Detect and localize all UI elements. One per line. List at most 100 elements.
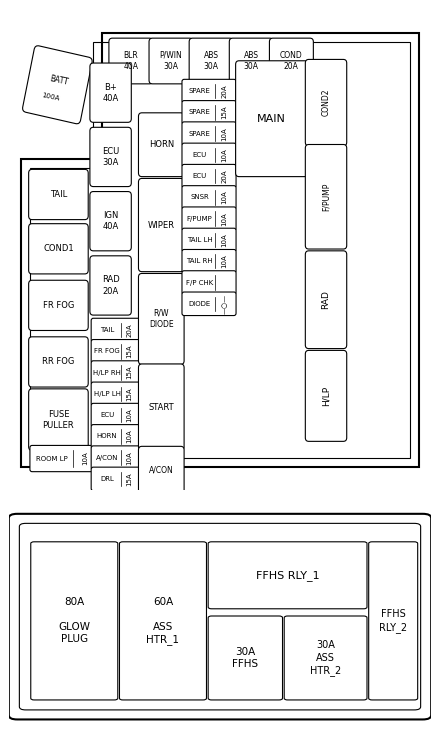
Text: R/W
DIODE: R/W DIODE [149, 309, 174, 329]
FancyBboxPatch shape [305, 251, 347, 349]
FancyBboxPatch shape [91, 425, 140, 448]
Text: COND1: COND1 [43, 244, 74, 254]
Text: 15A: 15A [127, 344, 132, 358]
FancyBboxPatch shape [182, 186, 236, 209]
FancyBboxPatch shape [305, 350, 347, 442]
FancyBboxPatch shape [91, 339, 140, 363]
Text: 15A: 15A [221, 105, 227, 119]
Text: 10A: 10A [221, 126, 227, 140]
FancyBboxPatch shape [305, 145, 347, 249]
Text: 10A: 10A [82, 452, 88, 466]
Text: ECU: ECU [192, 152, 207, 158]
FancyBboxPatch shape [182, 101, 236, 124]
Text: BATT: BATT [48, 74, 69, 86]
FancyBboxPatch shape [139, 178, 184, 272]
FancyBboxPatch shape [29, 280, 88, 330]
FancyBboxPatch shape [91, 467, 140, 491]
Text: SPARE: SPARE [189, 131, 210, 137]
Text: 15A: 15A [127, 387, 132, 401]
FancyBboxPatch shape [90, 63, 131, 122]
FancyBboxPatch shape [189, 38, 233, 84]
Text: B+
40A: B+ 40A [103, 83, 119, 103]
FancyBboxPatch shape [149, 38, 193, 84]
Text: 10A: 10A [127, 451, 132, 464]
FancyBboxPatch shape [120, 542, 206, 700]
Text: 20A: 20A [221, 170, 227, 183]
FancyBboxPatch shape [22, 46, 92, 124]
Text: H/LP RH: H/LP RH [93, 370, 121, 376]
Text: HORN: HORN [97, 433, 117, 439]
Text: RR FOG: RR FOG [42, 357, 75, 366]
Text: BLR
40A: BLR 40A [123, 51, 138, 71]
Text: SPARE: SPARE [189, 88, 210, 94]
Text: H/LP: H/LP [322, 386, 330, 406]
Text: 30A
FFHS: 30A FFHS [232, 647, 258, 669]
Text: WIPER: WIPER [148, 221, 175, 230]
FancyBboxPatch shape [139, 273, 184, 365]
FancyBboxPatch shape [182, 164, 236, 188]
Text: 10A: 10A [127, 408, 132, 422]
Text: DRL: DRL [100, 476, 114, 482]
FancyBboxPatch shape [90, 192, 131, 251]
Text: 10A: 10A [221, 148, 227, 162]
FancyBboxPatch shape [182, 228, 236, 251]
Text: 30A
ASS
HTR_2: 30A ASS HTR_2 [310, 640, 341, 676]
FancyBboxPatch shape [29, 389, 88, 450]
FancyBboxPatch shape [182, 80, 236, 103]
FancyBboxPatch shape [208, 542, 367, 609]
Text: 60A

ASS
HTR_1: 60A ASS HTR_1 [147, 596, 180, 645]
Text: ECU: ECU [192, 173, 207, 179]
FancyBboxPatch shape [229, 38, 273, 84]
Text: A/CON: A/CON [96, 455, 118, 461]
FancyBboxPatch shape [269, 38, 313, 84]
Text: 15A: 15A [127, 366, 132, 379]
FancyBboxPatch shape [139, 113, 184, 177]
FancyBboxPatch shape [29, 224, 88, 274]
Text: RAD: RAD [322, 290, 330, 309]
Text: IGN
40A: IGN 40A [103, 211, 119, 231]
Text: MAIN: MAIN [257, 114, 286, 124]
Text: 10A: 10A [221, 191, 227, 205]
Text: SPARE: SPARE [189, 110, 210, 115]
Text: F/PUMP: F/PUMP [322, 183, 330, 211]
Text: COND2: COND2 [322, 89, 330, 116]
Text: COND
20A: COND 20A [280, 51, 303, 71]
FancyBboxPatch shape [31, 542, 118, 700]
FancyBboxPatch shape [109, 38, 153, 84]
Text: FUSE
PULLER: FUSE PULLER [43, 409, 74, 430]
Text: 80A

GLOW
PLUG: 80A GLOW PLUG [58, 597, 90, 645]
Text: 100A: 100A [41, 93, 61, 102]
Text: RAD
20A: RAD 20A [102, 276, 120, 295]
FancyBboxPatch shape [91, 404, 140, 427]
Text: ABS
30A: ABS 30A [204, 51, 219, 71]
Text: H/LP LH: H/LP LH [94, 391, 121, 397]
FancyBboxPatch shape [139, 447, 184, 493]
FancyBboxPatch shape [182, 143, 236, 167]
FancyBboxPatch shape [90, 256, 131, 315]
Text: 20A: 20A [127, 323, 132, 337]
Text: START: START [148, 403, 174, 412]
FancyBboxPatch shape [369, 542, 418, 700]
FancyBboxPatch shape [208, 616, 282, 700]
FancyBboxPatch shape [91, 382, 140, 406]
Text: DIODE: DIODE [188, 300, 211, 307]
Text: F/P CHK: F/P CHK [186, 279, 213, 286]
Text: 20A: 20A [221, 84, 227, 98]
FancyBboxPatch shape [30, 445, 99, 471]
Text: FR FOG: FR FOG [94, 348, 120, 355]
Text: A/CON: A/CON [149, 466, 174, 474]
Text: TAIL: TAIL [50, 190, 67, 199]
Text: TAIL: TAIL [100, 327, 114, 333]
Text: F/PUMP: F/PUMP [187, 216, 213, 221]
Text: ECU: ECU [100, 412, 114, 418]
FancyBboxPatch shape [91, 361, 140, 385]
Text: FFHS
RLY_2: FFHS RLY_2 [379, 609, 407, 632]
Text: 10A: 10A [221, 233, 227, 247]
Text: —○—: —○— [221, 294, 227, 314]
FancyBboxPatch shape [284, 616, 367, 700]
Text: ECU
30A: ECU 30A [102, 147, 119, 167]
Text: ABS
30A: ABS 30A [244, 51, 259, 71]
FancyBboxPatch shape [91, 446, 140, 469]
FancyBboxPatch shape [9, 514, 431, 719]
Text: ROOM LP: ROOM LP [37, 455, 68, 461]
